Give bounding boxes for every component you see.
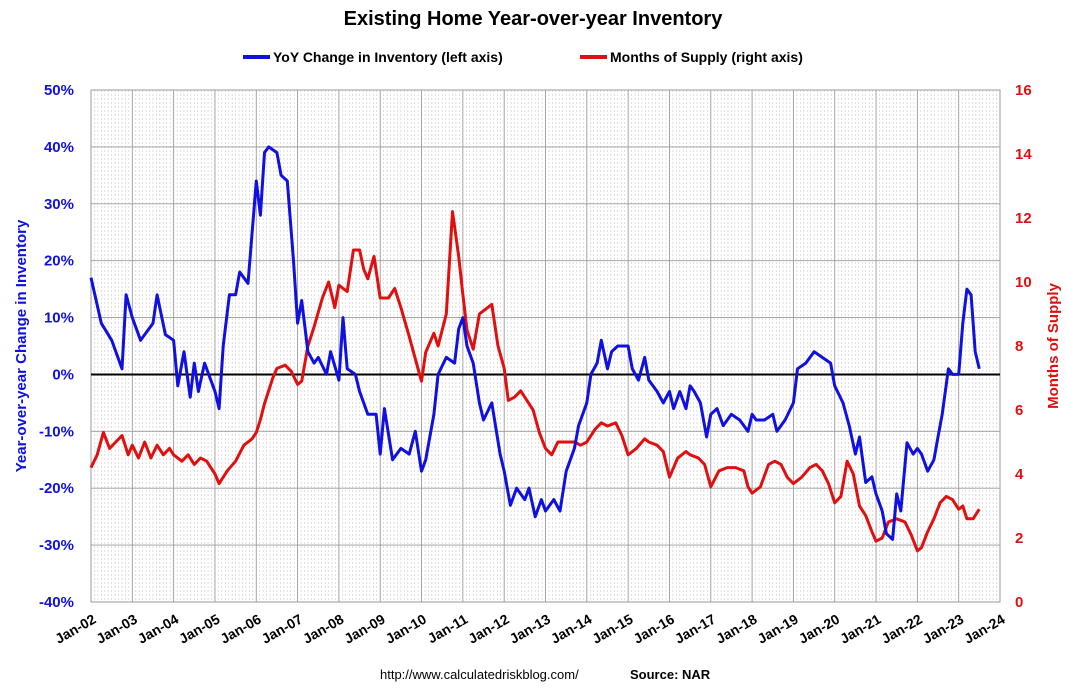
x-tick-label: Jan-10 [383, 611, 430, 647]
x-tick-label: Jan-04 [135, 611, 182, 647]
left-tick-label: 50% [44, 82, 74, 99]
x-tick-label: Jan-22 [878, 611, 925, 647]
left-tick-label: 30% [44, 196, 74, 213]
x-tick-label: Jan-07 [259, 611, 306, 647]
x-tick-label: Jan-08 [300, 611, 347, 647]
left-tick-label: 0% [52, 366, 74, 383]
left-tick-label: -30% [39, 537, 74, 554]
x-tick-label: Jan-15 [589, 611, 636, 647]
right-axis-label: Months of Supply [1045, 282, 1062, 408]
minor-gridlines [94, 90, 997, 602]
series-line-yoy-change [89, 145, 981, 541]
right-tick-label: 6 [1015, 402, 1023, 419]
left-axis-ticks: 50% 40% 30% 20% 10% 0% -10% -20% -30% -40% [39, 82, 74, 611]
right-tick-label: 0 [1015, 594, 1023, 611]
x-tick-label: Jan-21 [837, 611, 884, 647]
left-tick-label: -20% [39, 480, 74, 497]
x-axis-ticks: Jan-02Jan-03Jan-04Jan-05Jan-06Jan-07Jan-… [52, 611, 1008, 647]
right-tick-label: 16 [1015, 82, 1032, 99]
left-tick-label: 40% [44, 139, 74, 156]
footer-source: Source: NAR [630, 667, 711, 682]
left-tick-label: -40% [39, 594, 74, 611]
x-tick-label: Jan-16 [631, 611, 678, 647]
left-tick-label: -10% [39, 423, 74, 440]
right-tick-label: 2 [1015, 530, 1023, 547]
x-tick-label: Jan-17 [672, 611, 719, 647]
right-tick-label: 8 [1015, 338, 1023, 355]
series-line-months-of-supply [89, 210, 981, 553]
x-tick-label: Jan-05 [176, 611, 223, 647]
x-tick-label: Jan-11 [425, 611, 471, 647]
legend: YoY Change in Inventory (left axis) Mont… [243, 49, 803, 65]
x-tick-label: Jan-14 [548, 611, 595, 647]
x-tick-label: Jan-20 [796, 611, 843, 647]
footer-url: http://www.calculatedriskblog.com/ [380, 667, 579, 682]
x-tick-label: Jan-23 [920, 611, 967, 647]
left-tick-label: 10% [44, 310, 74, 327]
right-tick-label: 14 [1015, 146, 1032, 163]
left-axis-label: Year-over-year Change in Inventory [13, 219, 30, 472]
x-tick-label: Jan-19 [754, 611, 801, 647]
right-tick-label: 10 [1015, 274, 1032, 291]
x-tick-label: Jan-02 [52, 611, 99, 647]
x-tick-label: Jan-06 [217, 611, 264, 647]
left-tick-label: 20% [44, 253, 74, 270]
x-tick-label: Jan-24 [961, 611, 1008, 647]
legend-label-yoy: YoY Change in Inventory (left axis) [273, 49, 503, 65]
x-tick-label: Jan-03 [93, 611, 140, 647]
right-axis-ticks: 16 14 12 10 8 6 4 2 0 [1015, 82, 1032, 611]
chart-title: Existing Home Year-over-year Inventory [344, 8, 724, 30]
x-tick-label: Jan-09 [341, 611, 388, 647]
x-tick-label: Jan-13 [507, 611, 554, 647]
legend-label-supply: Months of Supply (right axis) [610, 49, 803, 65]
x-tick-label: Jan-12 [465, 611, 512, 647]
x-tick-label: Jan-18 [713, 611, 760, 647]
right-tick-label: 12 [1015, 210, 1032, 227]
right-tick-label: 4 [1015, 466, 1024, 483]
